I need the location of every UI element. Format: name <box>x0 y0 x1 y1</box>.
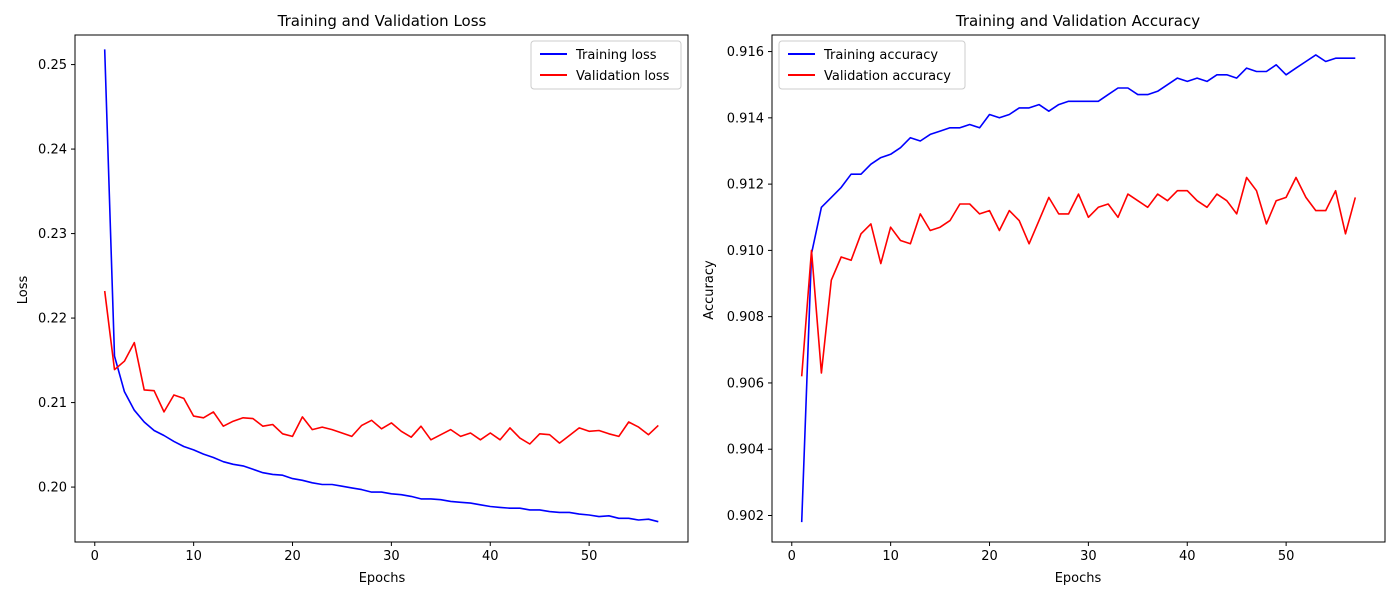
loss-series-line-training <box>103 49 659 523</box>
loss-legend-label-training: Training loss <box>575 48 657 63</box>
loss-legend-box <box>530 40 682 90</box>
accuracy-series-line-validation <box>800 176 1357 377</box>
loss-chart-title: Training and Validation Loss <box>277 12 487 30</box>
accuracy-ytick-label: 0.910 <box>727 244 764 259</box>
loss-xtick-label: 30 <box>383 549 400 564</box>
accuracy-legend-box <box>778 40 966 90</box>
accuracy-chart-xlabel: Epochs <box>1055 571 1102 586</box>
accuracy-chart-ylabel: Accuracy <box>702 260 717 320</box>
loss-series-line-validation <box>103 290 659 445</box>
accuracy-xtick-label: 10 <box>882 549 899 564</box>
accuracy-ytick-label: 0.916 <box>727 45 764 60</box>
accuracy-chart-ticks: 0 10 20 30 40 50 0.902 0.904 0.906 0.908 0.910 0.91… <box>727 45 1295 564</box>
accuracy-chart-lines <box>800 54 1357 523</box>
accuracy-chart: Training and Validation Accuracy Epochs … <box>702 12 1386 586</box>
accuracy-chart-frame <box>771 34 1386 543</box>
accuracy-xtick-label: 30 <box>1080 549 1097 564</box>
loss-chart-legend: Training loss Validation loss <box>530 40 682 90</box>
loss-xtick-label: 0 <box>91 549 99 564</box>
loss-chart-frame <box>74 34 689 543</box>
accuracy-xtick-label: 20 <box>981 549 998 564</box>
loss-legend-label-validation: Validation loss <box>576 69 670 84</box>
accuracy-xtick-label: 40 <box>1179 549 1196 564</box>
accuracy-ytick-label: 0.908 <box>727 310 764 325</box>
loss-xtick-label: 10 <box>185 549 202 564</box>
loss-ytick-label: 0.21 <box>38 396 67 411</box>
loss-ytick-label: 0.24 <box>38 143 67 158</box>
accuracy-series-line-training <box>800 54 1356 523</box>
accuracy-ytick-label: 0.912 <box>727 178 764 193</box>
accuracy-xtick-label: 0 <box>788 549 796 564</box>
accuracy-chart-title: Training and Validation Accuracy <box>955 12 1200 30</box>
loss-chart-ylabel: Loss <box>16 276 31 305</box>
loss-xtick-label: 20 <box>284 549 301 564</box>
loss-ytick-label: 0.20 <box>38 481 67 496</box>
loss-ytick-label: 0.22 <box>38 312 67 327</box>
accuracy-ytick-label: 0.902 <box>727 509 764 524</box>
accuracy-ytick-label: 0.904 <box>727 443 764 458</box>
accuracy-legend-label-validation: Validation accuracy <box>824 69 951 84</box>
loss-chart-xlabel: Epochs <box>359 571 406 586</box>
accuracy-chart-legend: Training accuracy Validation accuracy <box>778 40 966 90</box>
loss-chart: Training and Validation Loss Epochs Loss… <box>16 12 689 586</box>
loss-chart-ticks: 0 10 20 30 40 50 0.20 0.21 0.22 0.23 0.24 0.25 <box>38 58 597 564</box>
loss-xtick-label: 40 <box>482 549 499 564</box>
loss-ytick-label: 0.25 <box>38 58 67 73</box>
accuracy-legend-label-training: Training accuracy <box>823 48 938 63</box>
loss-xtick-label: 50 <box>581 549 598 564</box>
loss-chart-lines <box>103 49 659 523</box>
accuracy-ytick-label: 0.906 <box>727 376 764 391</box>
accuracy-xtick-label: 50 <box>1278 549 1295 564</box>
loss-ytick-label: 0.23 <box>38 227 67 242</box>
accuracy-ytick-label: 0.914 <box>727 111 764 126</box>
